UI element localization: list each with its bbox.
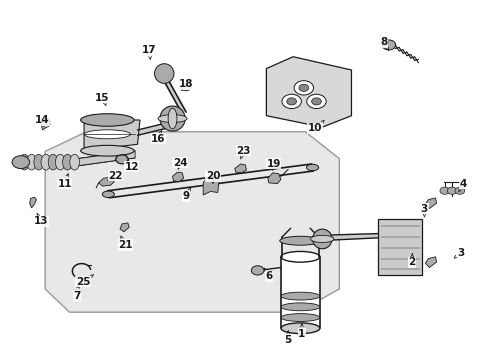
Text: 9: 9 [182,188,190,201]
Ellipse shape [312,229,331,249]
Ellipse shape [281,303,319,311]
Text: 1: 1 [298,324,305,339]
Polygon shape [234,164,246,173]
Polygon shape [203,176,219,195]
Ellipse shape [281,251,319,262]
Polygon shape [120,223,129,232]
Circle shape [12,156,30,168]
Polygon shape [99,177,114,186]
Polygon shape [266,57,351,127]
Polygon shape [425,257,436,267]
Text: 2: 2 [408,254,415,267]
Polygon shape [267,173,281,184]
Ellipse shape [81,114,134,126]
Text: 22: 22 [107,171,122,181]
Text: 16: 16 [151,131,165,144]
Ellipse shape [81,145,134,156]
Ellipse shape [306,164,318,171]
Text: 24: 24 [173,158,187,169]
Polygon shape [281,257,319,328]
Text: 25: 25 [76,275,93,287]
Polygon shape [317,234,377,241]
Ellipse shape [281,323,319,334]
Circle shape [251,266,264,275]
Ellipse shape [62,154,72,170]
Ellipse shape [168,108,177,129]
Ellipse shape [84,130,130,139]
Circle shape [181,84,191,91]
FancyBboxPatch shape [377,219,421,275]
Ellipse shape [55,154,65,170]
Polygon shape [78,151,135,166]
Text: 3: 3 [420,203,427,217]
Polygon shape [30,197,36,208]
Ellipse shape [41,154,51,170]
Polygon shape [41,118,50,130]
Circle shape [293,81,313,95]
Text: 5: 5 [284,331,291,345]
Circle shape [439,187,449,194]
Circle shape [311,98,321,105]
Ellipse shape [70,154,80,170]
Circle shape [381,40,395,50]
Text: 3: 3 [453,248,464,258]
Circle shape [298,84,308,91]
Polygon shape [45,132,339,312]
Polygon shape [162,77,186,112]
Text: 18: 18 [179,79,193,91]
Text: 4: 4 [458,179,466,192]
Ellipse shape [154,64,174,84]
Text: 19: 19 [266,159,280,170]
Text: 8: 8 [380,37,388,50]
Circle shape [282,94,301,109]
Polygon shape [84,120,140,151]
Ellipse shape [102,191,114,198]
Polygon shape [137,123,166,135]
Ellipse shape [34,154,43,170]
Text: 6: 6 [264,268,272,282]
Ellipse shape [281,314,319,321]
Circle shape [116,155,128,164]
Text: 12: 12 [124,160,139,172]
Ellipse shape [281,292,319,300]
Text: 13: 13 [34,213,48,226]
Circle shape [42,121,50,127]
Text: 23: 23 [236,146,250,159]
Ellipse shape [160,106,185,131]
Circle shape [286,98,296,105]
Ellipse shape [27,154,37,170]
Circle shape [306,94,325,109]
Text: 21: 21 [118,236,132,250]
Text: 11: 11 [57,174,72,189]
Polygon shape [172,172,183,182]
Ellipse shape [20,154,29,170]
Ellipse shape [279,236,321,245]
Ellipse shape [310,235,333,243]
Text: 15: 15 [95,93,109,106]
Text: 10: 10 [307,121,324,133]
Circle shape [447,187,456,194]
Text: 17: 17 [141,45,156,59]
Ellipse shape [158,114,187,122]
Circle shape [454,187,464,194]
Text: 20: 20 [205,171,220,184]
Text: 7: 7 [73,285,81,301]
Text: 14: 14 [34,115,49,126]
Ellipse shape [48,154,58,170]
Polygon shape [425,198,436,208]
